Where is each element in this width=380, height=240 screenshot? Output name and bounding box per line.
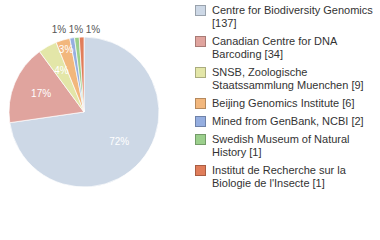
html-text:Swedish Museum of Natural Hist: Swedish Museum of Natural History [1] [212,133,350,158]
svg-text:3%: 3% [59,44,74,55]
html-text:Canadian Centre for DNA Barcod: Canadian Centre for DNA Barcoding [34] [212,35,337,60]
svg-text:1%: 1% [52,24,67,35]
svg-text:1%: 1% [86,24,101,35]
html-text:SNSB, Zoologische Staatssammlu: SNSB, Zoologische Staatssammlung Muenche… [212,66,364,91]
html-text:Mined from GenBank, NCBI [2]: Mined from GenBank, NCBI [2] [212,115,364,127]
svg-text:17%: 17% [31,88,51,99]
svg-text:1%: 1% [69,24,84,35]
html-text:Centre for Biodiversity Genomi: Centre for Biodiversity Genomics [137] [212,4,373,29]
svg-text:4%: 4% [54,65,69,76]
html-text:Beijing Genomics Institute [6]: Beijing Genomics Institute [6] [212,97,355,109]
svg-text:72%: 72% [109,136,129,147]
html-text:Institut de Recherche sur la B: Institut de Recherche sur la Biologie de… [212,164,346,189]
